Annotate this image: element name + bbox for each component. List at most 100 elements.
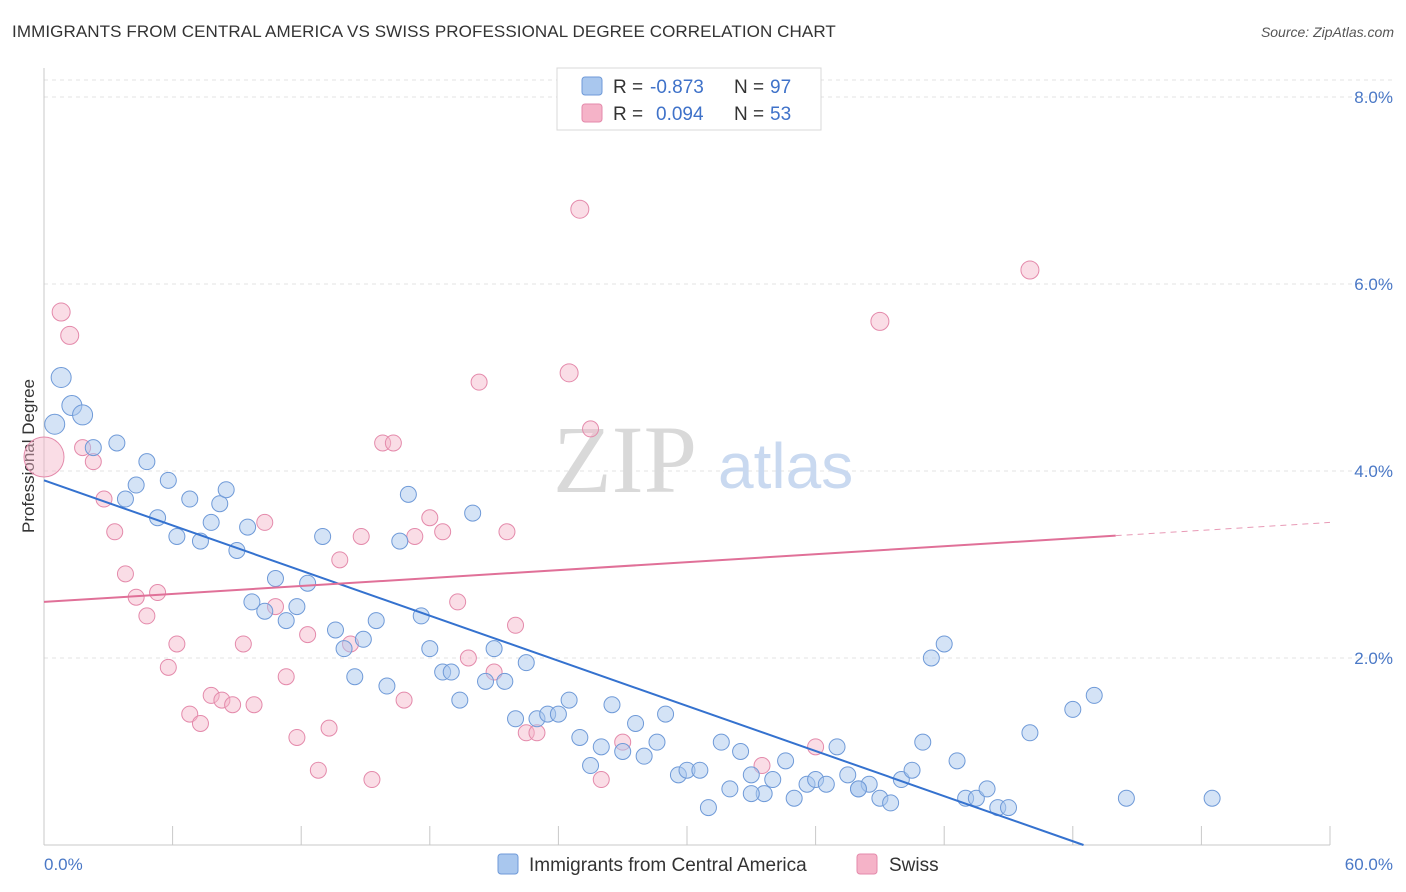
swiss-point	[224, 696, 242, 714]
x-tick-label-max: 60.0%	[1345, 855, 1393, 874]
central-america-point	[211, 495, 229, 513]
legend-n-label-1: N =	[734, 77, 764, 98]
central-america-point	[168, 527, 186, 545]
bottom-legend-swatch-blue	[497, 853, 519, 875]
swiss-point	[277, 668, 295, 686]
central-america-point	[50, 367, 72, 388]
central-america-point	[614, 743, 632, 760]
legend-swatch-blue	[581, 76, 603, 96]
central-america-point	[712, 733, 730, 751]
swiss-point	[421, 509, 439, 527]
swiss-point	[234, 635, 252, 653]
swiss-points	[23, 199, 1040, 789]
central-america-point	[451, 691, 469, 709]
swiss-point	[159, 658, 177, 676]
central-america-point	[1085, 686, 1103, 704]
legend-r-label-1: R =	[613, 77, 643, 98]
swiss-point	[470, 373, 488, 391]
central-america-point	[1203, 789, 1221, 807]
central-america-point	[485, 640, 503, 658]
central-america-point	[967, 789, 985, 807]
central-america-point	[464, 504, 482, 522]
central-america-point	[849, 780, 867, 798]
central-america-point	[326, 621, 344, 639]
y-tick-label-3: 8.0%	[1354, 88, 1393, 107]
central-america-point	[742, 785, 760, 803]
swiss-point	[498, 523, 516, 541]
central-america-point	[603, 696, 621, 714]
central-america-point	[421, 640, 439, 658]
central-america-point	[217, 481, 235, 499]
central-america-point	[399, 485, 417, 503]
y-axis-title: Professional Degree	[19, 379, 38, 533]
swiss-point	[352, 527, 370, 545]
axes	[43, 68, 1331, 846]
central-america-point	[777, 752, 795, 770]
central-america-point	[1021, 724, 1039, 742]
central-america-point	[299, 574, 317, 592]
y-tick-label-1: 4.0%	[1354, 462, 1393, 481]
central-america-point	[785, 789, 803, 807]
central-america-point	[699, 799, 717, 817]
central-america-point	[1117, 789, 1135, 807]
legend-r-value-1: -0.873	[650, 77, 704, 98]
central-america-point	[84, 439, 102, 457]
x-tick-labels: 0.0% 60.0%	[44, 855, 1393, 874]
swiss-point	[592, 771, 610, 789]
central-america-point	[378, 677, 396, 695]
central-america-point	[732, 743, 750, 760]
central-america-point	[560, 691, 578, 709]
watermark-atlas: atlas	[718, 430, 853, 502]
swiss-point	[406, 527, 424, 545]
central-america-point	[635, 747, 653, 765]
trendlines	[43, 479, 1331, 846]
central-america-point	[277, 612, 295, 630]
central-america-point	[314, 527, 332, 545]
swiss-point	[434, 523, 452, 541]
central-america-point	[914, 733, 932, 751]
central-america-point	[657, 705, 675, 723]
swiss-point	[363, 771, 381, 789]
swiss-point	[51, 302, 71, 322]
swiss-point	[507, 616, 525, 634]
central-america-point	[335, 640, 353, 658]
swiss-point	[60, 325, 80, 345]
legend-r-value-2: 0.094	[656, 104, 704, 125]
swiss-point	[299, 626, 317, 644]
swiss-point	[181, 705, 199, 723]
source-attribution: Source: ZipAtlas.com	[1260, 24, 1394, 40]
legend-n-label-2: N =	[734, 104, 764, 125]
y-tick-label-0: 2.0%	[1354, 649, 1393, 668]
swiss-point	[256, 513, 274, 531]
central-america-point	[1064, 700, 1082, 718]
watermark-zip: ZIP	[553, 406, 697, 513]
legend-r-label-2: R =	[613, 104, 643, 125]
central-america-point	[922, 649, 940, 667]
watermark: ZIP atlas	[553, 406, 853, 513]
central-america-point	[346, 668, 364, 686]
swiss-point	[309, 761, 327, 779]
bottom-legend-swatch-pink	[856, 853, 878, 875]
swiss-point	[320, 719, 338, 737]
y-tick-labels: 2.0% 4.0% 6.0% 8.0%	[1354, 88, 1393, 668]
central-america-point	[266, 570, 284, 588]
central-america-point	[592, 738, 610, 756]
central-america-point	[72, 404, 94, 426]
swiss-point	[202, 686, 220, 704]
central-america-point	[442, 663, 460, 681]
central-america-point	[948, 752, 966, 770]
central-america-point	[517, 654, 535, 672]
legend-n-value-2: 53	[770, 104, 791, 125]
central-america-point	[828, 738, 846, 756]
swiss-point	[245, 696, 263, 714]
trendline-swiss-extension	[1115, 521, 1331, 537]
gridlines	[44, 79, 1392, 659]
central-america-point	[903, 761, 921, 779]
central-america-point	[239, 518, 257, 536]
central-america-point	[582, 757, 600, 775]
central-america-point	[507, 710, 525, 728]
central-america-point	[1000, 799, 1017, 817]
swiss-point	[288, 728, 306, 746]
trendline-central-america	[43, 479, 1084, 846]
